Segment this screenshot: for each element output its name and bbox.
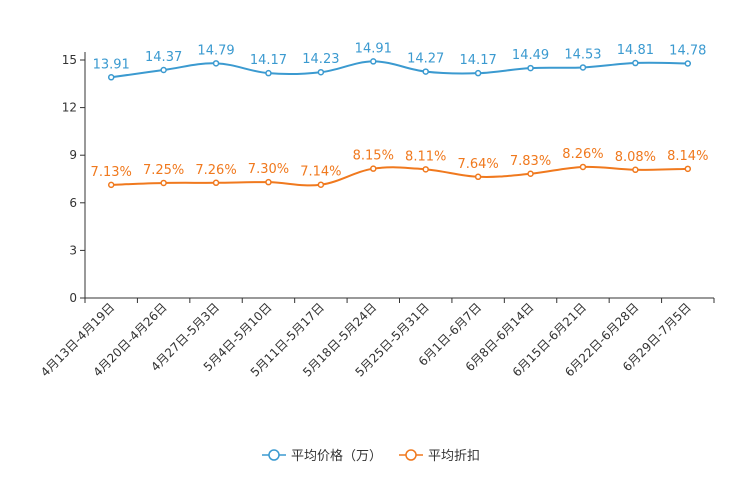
data-label: 14.91 (355, 41, 392, 56)
data-point (370, 165, 377, 172)
data-point (527, 170, 534, 178)
data-label: 14.53 (564, 47, 601, 62)
data-point (265, 178, 272, 186)
data-label: 13.91 (93, 57, 130, 72)
data-label: 14.37 (145, 50, 182, 65)
data-point (474, 173, 482, 181)
data-point (212, 60, 220, 67)
y-tick-label: 9 (69, 148, 77, 162)
data-point (579, 163, 587, 171)
data-label: 8.11% (405, 149, 446, 164)
data-point (422, 166, 429, 173)
data-label: 14.81 (617, 43, 654, 58)
legend-marker (405, 449, 417, 461)
y-tick-label: 0 (69, 291, 77, 305)
data-label: 7.83% (510, 154, 551, 169)
data-label: 14.27 (407, 52, 444, 67)
y-tick-label: 3 (69, 243, 77, 257)
data-label: 7.25% (143, 163, 184, 178)
series-2: 7.13% 7.25% 7.26% 7.30% 7.14% 8.15% 8.11% 7.64%… (91, 147, 708, 189)
data-label: 14.78 (669, 43, 706, 58)
legend-marker (268, 449, 280, 461)
chart-axes: 036912154月13日-4月19日4月20日-4月26日4月27日-5月3日… (38, 52, 715, 380)
data-point (632, 59, 639, 67)
legend-label: 平均价格（万） (291, 448, 382, 464)
data-label: 8.14% (667, 149, 708, 164)
data-label: 8.15% (353, 149, 394, 164)
series-line (111, 165, 688, 187)
data-point (212, 179, 220, 187)
data-point (579, 64, 587, 71)
data-point (107, 74, 115, 81)
data-point (684, 60, 692, 67)
data-label: 7.26% (195, 163, 236, 178)
data-point (317, 68, 325, 76)
y-tick-label: 15 (62, 53, 77, 67)
data-label: 7.64% (457, 157, 498, 172)
data-point (684, 165, 692, 173)
data-point (370, 58, 377, 65)
data-point (265, 69, 272, 77)
data-point (474, 69, 482, 77)
data-point (422, 68, 429, 75)
data-label: 14.17 (460, 53, 497, 68)
data-point (527, 64, 534, 72)
data-point (107, 181, 115, 189)
data-point (160, 66, 167, 74)
legend-label: 平均折扣 (428, 449, 480, 464)
data-label: 8.08% (615, 150, 656, 165)
data-point (160, 179, 167, 187)
data-label: 8.26% (562, 147, 603, 162)
data-point (632, 166, 639, 174)
data-label: 14.17 (250, 53, 287, 68)
data-label: 14.23 (302, 52, 339, 67)
data-label: 14.79 (197, 43, 234, 58)
series-1: 13.91 14.37 14.79 14.17 14.23 14.91 14.27 14.17… (93, 41, 706, 81)
data-point (317, 181, 325, 188)
y-tick-label: 6 (69, 196, 77, 210)
legend-item-1: 平均价格（万） (262, 448, 382, 464)
data-label: 7.14% (300, 165, 341, 180)
data-label: 14.49 (512, 48, 549, 63)
data-label: 7.13% (91, 165, 132, 180)
data-label: 7.30% (248, 162, 289, 177)
chart-series: 13.91 14.37 14.79 14.17 14.23 14.91 14.27 14.17… (91, 41, 708, 189)
chart-legend: 平均价格（万） 平均折扣 (262, 448, 480, 464)
y-tick-label: 12 (62, 101, 77, 115)
legend-item-2: 平均折扣 (399, 449, 480, 464)
series-line (111, 60, 688, 79)
